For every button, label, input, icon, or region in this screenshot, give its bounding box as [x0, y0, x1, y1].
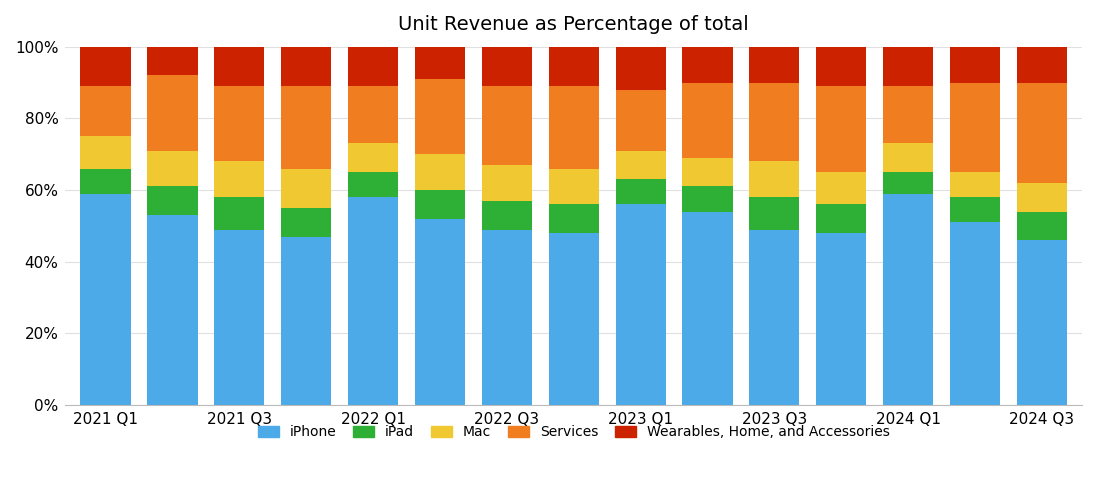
Bar — [214, 86, 264, 161]
Bar — [816, 205, 867, 233]
Bar — [1017, 183, 1067, 212]
Bar — [214, 197, 264, 229]
Bar — [749, 83, 800, 161]
Title: Unit Revenue as Percentage of total: Unit Revenue as Percentage of total — [398, 15, 749, 34]
Bar — [548, 205, 599, 233]
Bar — [816, 86, 867, 172]
Bar — [415, 154, 465, 190]
Legend: iPhone, iPad, Mac, Services, Wearables, Home, and Accessories: iPhone, iPad, Mac, Services, Wearables, … — [252, 420, 895, 445]
Bar — [348, 172, 398, 197]
Bar — [950, 83, 1000, 172]
Bar — [682, 47, 733, 83]
Bar — [281, 208, 331, 237]
Bar — [415, 219, 465, 405]
Bar — [883, 86, 934, 144]
Bar — [281, 168, 331, 208]
Bar — [950, 172, 1000, 197]
Bar — [80, 136, 131, 168]
Bar — [615, 179, 666, 205]
Bar — [281, 86, 331, 168]
Bar — [80, 194, 131, 405]
Bar — [548, 86, 599, 168]
Bar — [682, 158, 733, 186]
Bar — [348, 86, 398, 144]
Bar — [482, 201, 532, 229]
Bar — [950, 197, 1000, 222]
Bar — [816, 47, 867, 86]
Bar — [950, 47, 1000, 83]
Bar — [482, 86, 532, 165]
Bar — [749, 161, 800, 197]
Bar — [214, 47, 264, 86]
Bar — [80, 168, 131, 194]
Bar — [80, 86, 131, 136]
Bar — [615, 90, 666, 151]
Bar — [214, 229, 264, 405]
Bar — [1017, 240, 1067, 405]
Bar — [749, 197, 800, 229]
Bar — [1017, 83, 1067, 183]
Bar — [749, 229, 800, 405]
Bar — [147, 151, 197, 186]
Bar — [548, 47, 599, 86]
Bar — [816, 233, 867, 405]
Bar — [548, 168, 599, 205]
Bar — [615, 47, 666, 90]
Bar — [415, 190, 465, 219]
Bar — [548, 233, 599, 405]
Bar — [682, 186, 733, 212]
Bar — [147, 75, 197, 151]
Bar — [1017, 212, 1067, 240]
Bar — [147, 186, 197, 215]
Bar — [883, 194, 934, 405]
Bar — [816, 172, 867, 205]
Bar — [682, 212, 733, 405]
Bar — [950, 222, 1000, 405]
Bar — [682, 83, 733, 158]
Bar — [615, 205, 666, 405]
Bar — [415, 79, 465, 154]
Bar — [883, 172, 934, 194]
Bar — [214, 161, 264, 197]
Bar — [482, 229, 532, 405]
Bar — [80, 47, 131, 86]
Bar — [1017, 47, 1067, 83]
Bar — [615, 151, 666, 179]
Bar — [147, 215, 197, 405]
Bar — [883, 144, 934, 172]
Bar — [147, 47, 197, 75]
Bar — [348, 197, 398, 405]
Bar — [281, 47, 331, 86]
Bar — [482, 165, 532, 201]
Bar — [749, 47, 800, 83]
Bar — [348, 47, 398, 86]
Bar — [883, 47, 934, 86]
Bar — [281, 237, 331, 405]
Bar — [415, 47, 465, 79]
Bar — [482, 47, 532, 86]
Bar — [348, 144, 398, 172]
